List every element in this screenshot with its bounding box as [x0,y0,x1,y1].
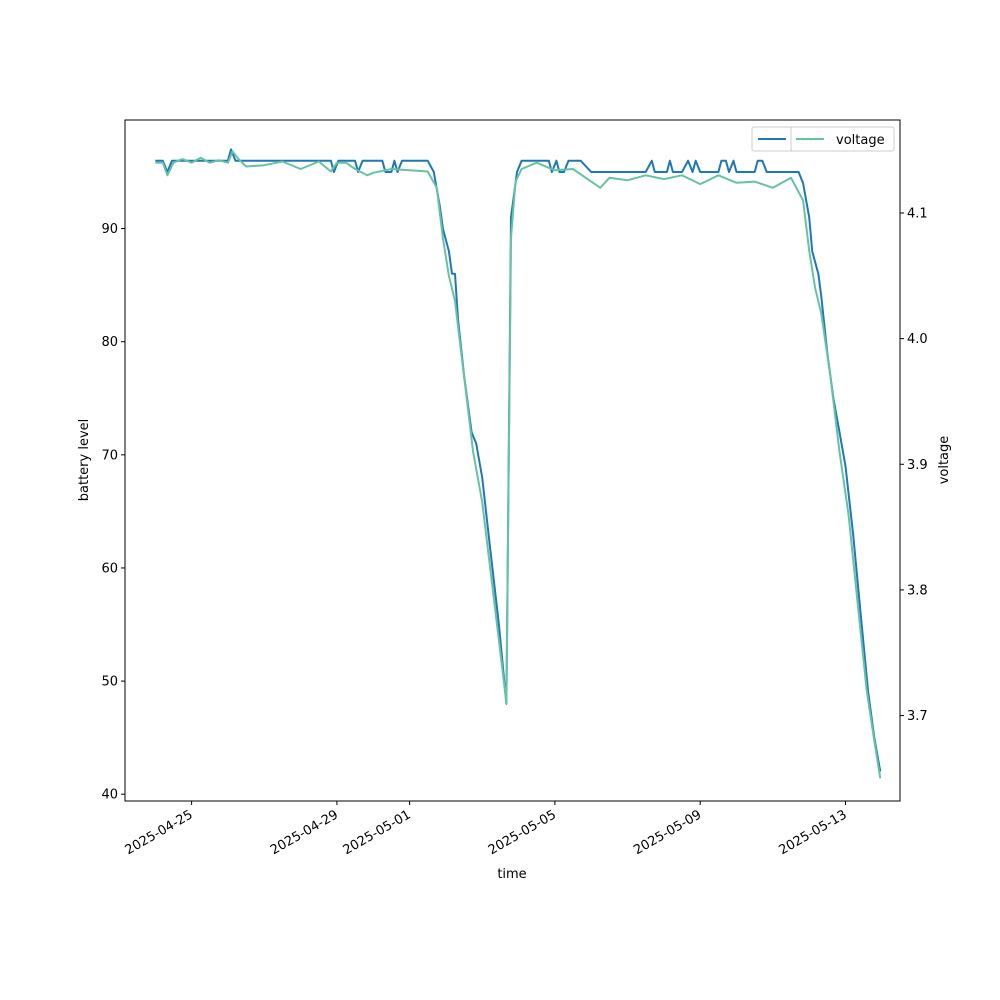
y-axis-left: 40 50 60 70 80 90 [101,222,125,803]
legend-voltage-box [790,126,895,152]
legend-voltage-label: voltage [836,133,885,148]
y-right-tick-label: 3.9 [907,458,928,473]
y-axis-right-label: voltage [937,436,952,485]
series-line-voltage [155,150,882,779]
y-left-tick-label: 70 [101,448,118,463]
y-axis-left-label: battery level [77,419,92,502]
legend-voltage: voltage [790,126,895,152]
y-right-tick-label: 4.0 [907,332,928,347]
y-left-tick-label: 40 [101,788,118,803]
series-line-battery [155,148,882,772]
y-axis-right: 3.7 3.8 3.9 4.0 4.1 [900,206,928,724]
plot-frame [124,119,901,802]
y-right-tick-label: 3.8 [907,583,928,598]
x-axis-label: time [497,867,526,882]
y-left-tick-label: 80 [101,335,118,350]
y-right-tick-label: 3.7 [907,709,928,724]
plot-lines [155,148,882,779]
y-right-tick-label: 4.1 [907,206,928,221]
y-left-tick-label: 60 [101,561,118,576]
y-left-tick-label: 50 [101,675,118,690]
y-left-tick-label: 90 [101,222,118,237]
